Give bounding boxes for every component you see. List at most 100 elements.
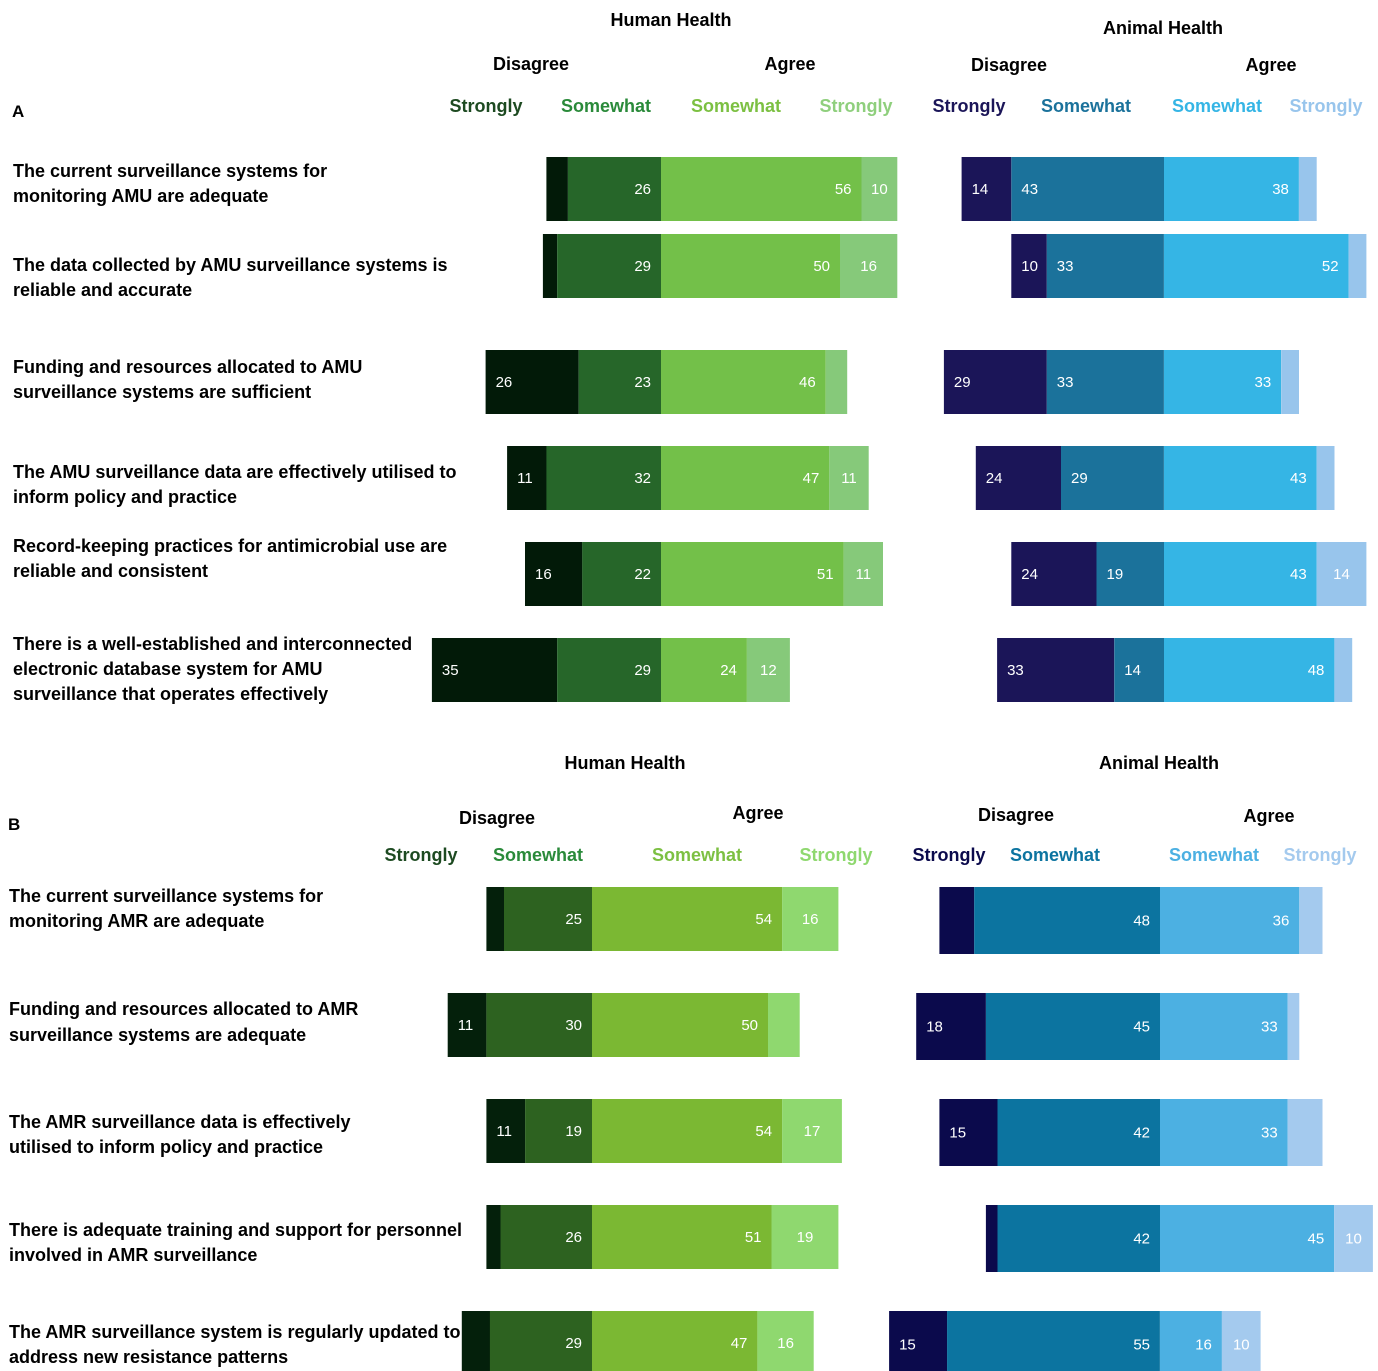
human-somewhat-agree-value-b-2: 50 [741, 1017, 758, 1034]
animal-somewhat-disagree-value-a-6: 14 [1124, 662, 1141, 679]
animal-disagree-label-a: Disagree [971, 55, 1047, 75]
human-disagree-label-b: Disagree [459, 808, 535, 828]
human-strongly-disagree-bar-a-3 [485, 350, 579, 414]
human-somewhat-disagree-bar-b-1 [504, 887, 592, 951]
human-strongly-agree-value-a-5: 11 [856, 566, 872, 583]
human-somewhat-disagree-value-b-5: 29 [565, 1335, 582, 1352]
human-bar-row-b-5: 29 47 16 [461, 1311, 814, 1371]
human-disagree-label-a: Disagree [493, 54, 569, 74]
animal-strongly-disagree-bar-a-4 [975, 446, 1061, 510]
human-strongly-agree-bar-b-1 [782, 887, 839, 951]
human-somewhat-agree-value-a-6: 24 [720, 662, 737, 679]
animal-strongly-disagree-value-b-3: 15 [949, 1125, 966, 1142]
human-health-title-a: Human Health [610, 10, 731, 30]
human-somewhat-disagree-bar-b-5 [489, 1311, 592, 1371]
human-somewhat-disagree-bar-b-4 [500, 1205, 592, 1269]
human-somewhat-disagree-value-a-4: 32 [634, 470, 651, 487]
animal-strongly-disagree-value-a-4: 24 [986, 470, 1003, 487]
animal-strongly-agree-value-b-4: 10 [1345, 1231, 1362, 1248]
human-strongly-agree-bar-b-3 [782, 1099, 842, 1163]
human-strongly-disagree-value-b-2: 11 [458, 1017, 474, 1034]
human-strongly-agree-value-b-4: 19 [797, 1229, 814, 1246]
animal-strongly-disagree-bar-a-2 [1011, 234, 1047, 298]
human-somewhat-disagree-bar-a-5 [582, 542, 661, 606]
animal-somewhat-agree-bar-a-3 [1164, 350, 1282, 414]
human-bar-row-a-6: 35 29 24 12 [431, 638, 790, 702]
human-somewhat-disagree-value-a-6: 29 [634, 662, 651, 679]
human-bar-row-a-2: 29 50 16 [542, 234, 898, 298]
human-somewhat-agree-value-b-3: 54 [755, 1123, 772, 1140]
animal-somewhat-agree-value-b-4: 45 [1308, 1231, 1325, 1248]
human-strongly-agree-value-b-5: 16 [777, 1335, 794, 1352]
animal-agree-label-b: Agree [1243, 806, 1294, 826]
animal-somewhat-disagree-bar-b-3 [997, 1099, 1160, 1166]
human-somewhat-agree-value-b-5: 47 [731, 1335, 748, 1352]
animal-bar-row-a-3: 29 33 33 [943, 350, 1299, 414]
human-strongly-agree-bar-b-5 [757, 1311, 814, 1371]
human-strongly-disagree-bar-b-5 [461, 1311, 490, 1371]
statement-b-2-line-2: surveillance systems are adequate [9, 1025, 306, 1045]
human-somewhat-disagree-bar-a-3 [578, 350, 661, 414]
animal-strongly-agree-bar-a-4 [1316, 446, 1335, 510]
animal-strongly-disagree-bar-a-6 [997, 638, 1115, 702]
human-strongly-agree-bar-a-5 [843, 542, 883, 606]
animal-somewhat-disagree-value-a-3: 33 [1057, 374, 1074, 391]
human-somewhat-disagree-value-a-1: 26 [634, 181, 651, 198]
statement-a-5-line-1: Record-keeping practices for antimicrobi… [13, 536, 447, 556]
statement-b-3-line-2: utilised to inform policy and practice [9, 1137, 323, 1157]
human-strongly-agree-value-a-4: 11 [841, 470, 857, 487]
animal-somewhat-disagree-bar-a-3 [1046, 350, 1164, 414]
animal-strongly-disagree-bar-a-3 [943, 350, 1047, 414]
animal-bar-row-b-5: 15 55 16 10 [889, 1311, 1261, 1371]
human-strongly-agree-legend-b: Strongly [799, 845, 872, 865]
human-strongly-agree-bar-a-6 [746, 638, 790, 702]
human-strongly-agree-legend-a: Strongly [819, 96, 892, 116]
panel-letter-a: A [12, 102, 24, 121]
human-somewhat-disagree-value-b-2: 30 [565, 1017, 582, 1034]
animal-somewhat-agree-value-a-4: 43 [1290, 470, 1307, 487]
animal-strongly-disagree-bar-a-1 [961, 157, 1012, 221]
animal-strongly-agree-bar-a-2 [1348, 234, 1367, 298]
human-somewhat-disagree-bar-b-3 [525, 1099, 592, 1163]
animal-somewhat-disagree-value-a-1: 43 [1021, 181, 1038, 198]
animal-somewhat-agree-legend-b: Somewhat [1169, 845, 1259, 865]
human-strongly-agree-value-b-3: 17 [804, 1123, 821, 1140]
animal-somewhat-agree-value-a-1: 38 [1272, 181, 1289, 198]
animal-somewhat-disagree-value-b-2: 45 [1133, 1019, 1150, 1036]
human-strongly-agree-bar-a-2 [840, 234, 898, 298]
human-somewhat-agree-legend-a: Somewhat [691, 96, 781, 116]
animal-strongly-agree-bar-a-3 [1281, 350, 1299, 414]
human-somewhat-agree-bar-a-6 [661, 638, 747, 702]
statement-a-3-line-1: Funding and resources allocated to AMU [13, 357, 362, 377]
animal-strongly-agree-bar-b-1 [1299, 887, 1323, 954]
animal-bar-row-a-6: 33 14 48 [997, 638, 1353, 702]
animal-somewhat-agree-bar-a-2 [1164, 234, 1349, 298]
animal-somewhat-disagree-value-a-2: 33 [1057, 258, 1074, 275]
animal-strongly-agree-bar-b-4 [1334, 1205, 1373, 1272]
human-bar-row-a-3: 26 23 46 [485, 350, 848, 414]
human-somewhat-disagree-value-a-3: 23 [634, 374, 651, 391]
human-somewhat-disagree-legend-b: Somewhat [493, 845, 583, 865]
animal-bar-row-b-2: 18 45 33 [916, 993, 1300, 1060]
statement-b-3-line-1: The AMR surveillance data is effectively [9, 1112, 350, 1132]
animal-strongly-disagree-bar-b-1 [939, 887, 975, 954]
human-somewhat-agree-value-b-1: 54 [755, 911, 772, 928]
statement-a-4-line-1: The AMU surveillance data are effectivel… [13, 462, 456, 482]
animal-strongly-disagree-value-a-6: 33 [1007, 662, 1024, 679]
human-somewhat-disagree-value-a-5: 22 [634, 566, 651, 583]
human-somewhat-agree-value-a-2: 50 [813, 258, 830, 275]
animal-strongly-agree-legend-a: Strongly [1289, 96, 1362, 116]
animal-agree-label-a: Agree [1245, 55, 1296, 75]
animal-strongly-disagree-bar-a-5 [1011, 542, 1097, 606]
human-somewhat-agree-value-a-1: 56 [835, 181, 852, 198]
human-bar-row-b-1: 25 54 16 [486, 887, 839, 951]
animal-strongly-agree-bar-b-5 [1221, 1311, 1261, 1371]
animal-strongly-disagree-value-a-3: 29 [954, 374, 971, 391]
animal-strongly-disagree-bar-b-5 [889, 1311, 948, 1371]
animal-strongly-disagree-bar-b-3 [939, 1099, 998, 1166]
animal-somewhat-disagree-value-a-5: 19 [1107, 566, 1124, 583]
animal-bar-row-b-4: 42 45 10 [985, 1205, 1373, 1272]
statement-a-6-line-2: electronic database system for AMU [13, 659, 322, 679]
statement-a-4-line-2: inform policy and practice [13, 487, 237, 507]
